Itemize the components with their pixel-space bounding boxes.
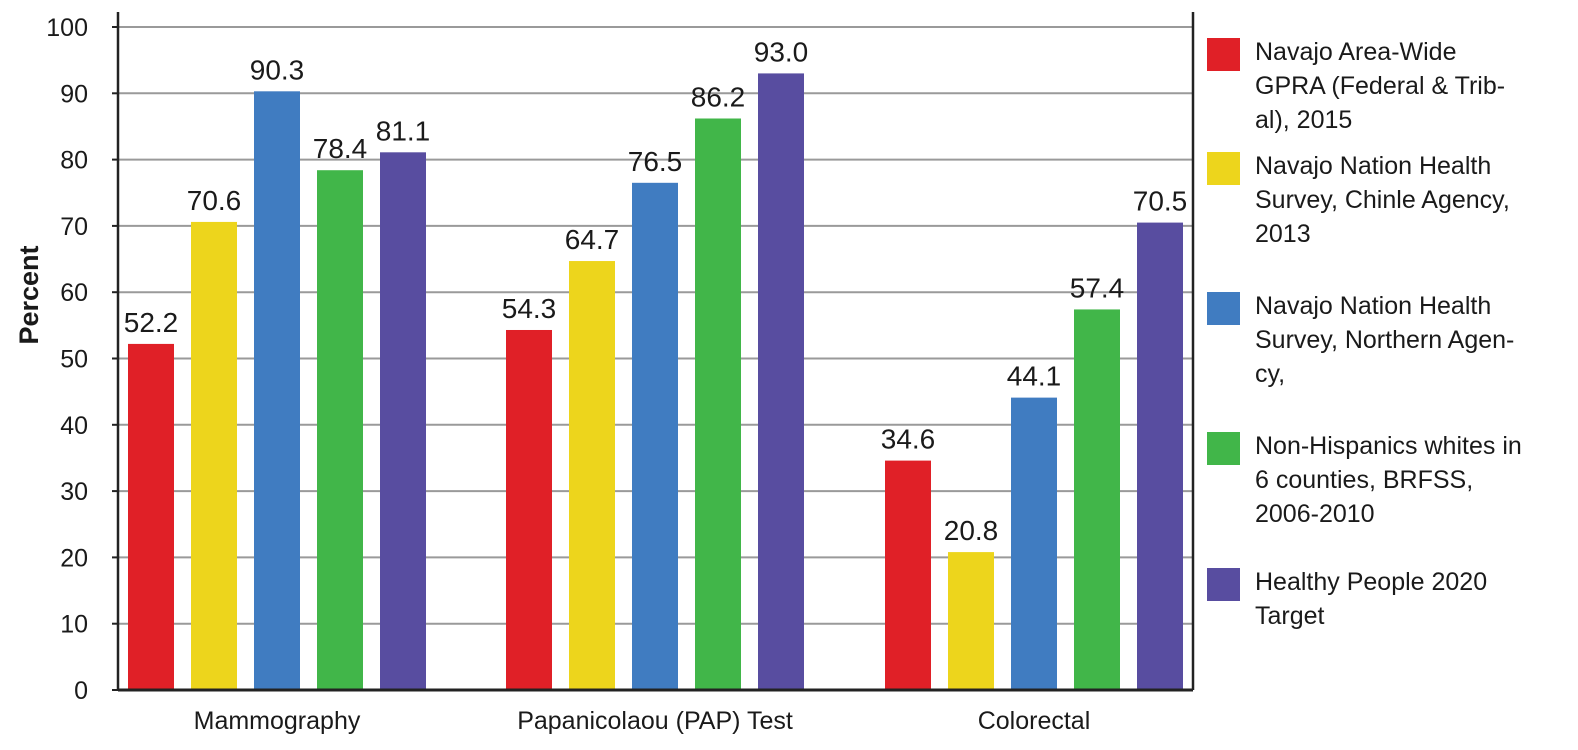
y-tick-label: 40 bbox=[60, 412, 88, 440]
bar bbox=[569, 261, 615, 690]
y-tick-label: 60 bbox=[60, 279, 88, 307]
legend-entry-line: Survey, Chinle Agency, bbox=[1255, 186, 1510, 214]
legend-entry-line: al), 2015 bbox=[1255, 106, 1352, 134]
bar-value-label: 70.6 bbox=[187, 185, 242, 216]
bar bbox=[885, 460, 931, 690]
legend-entry-line: Survey, Northern Agen- bbox=[1255, 326, 1514, 354]
legend-swatch bbox=[1207, 568, 1240, 601]
bar-value-label: 93.0 bbox=[754, 36, 809, 67]
legend-entry: Navajo Nation Health Survey, Chinle Agenc… bbox=[1255, 152, 1510, 248]
x-category-labels: Mammography Papanicolaou (PAP) Test Colore… bbox=[194, 707, 1091, 735]
bar-value-label: 78.4 bbox=[313, 133, 368, 164]
bar-value-label: 81.1 bbox=[376, 115, 431, 146]
y-tick-label: 0 bbox=[74, 677, 88, 705]
bar bbox=[695, 118, 741, 690]
legend-entry-line: Non-Hispanics whites in bbox=[1255, 432, 1522, 460]
bar-value-label: 90.3 bbox=[250, 54, 305, 85]
legend-entry-line: GPRA (Federal & Trib- bbox=[1255, 72, 1505, 100]
bar-value-label: 86.2 bbox=[691, 81, 746, 112]
legend-entry-line: 2006-2010 bbox=[1255, 500, 1375, 528]
y-tick-label: 90 bbox=[60, 80, 88, 108]
legend-entry-line: 6 counties, BRFSS, bbox=[1255, 466, 1473, 494]
legend-entry-line: Navajo Area-Wide bbox=[1255, 38, 1456, 66]
y-tick-label: 30 bbox=[60, 478, 88, 506]
bar bbox=[1137, 222, 1183, 690]
legend-entry-line: cy, bbox=[1255, 360, 1285, 388]
legend-entry: Non-Hispanics whites in 6 counties, BRFSS… bbox=[1255, 432, 1522, 528]
y-tick-label: 20 bbox=[60, 544, 88, 572]
y-tick-label: 100 bbox=[46, 14, 88, 42]
bar bbox=[1074, 309, 1120, 690]
y-tick-label: 70 bbox=[60, 213, 88, 241]
legend-entry-line: Healthy People 2020 bbox=[1255, 568, 1487, 596]
bar-value-label: 52.2 bbox=[124, 307, 179, 338]
bar bbox=[948, 552, 994, 690]
bar bbox=[506, 329, 552, 690]
legend: Navajo Area-Wide GPRA (Federal & Trib-al)… bbox=[1207, 38, 1522, 630]
bar-value-label: 44.1 bbox=[1007, 361, 1062, 392]
bar-value-label: 64.7 bbox=[565, 224, 620, 255]
y-tick-label: 10 bbox=[60, 611, 88, 639]
bar bbox=[254, 91, 300, 691]
legend-entry-line: Target bbox=[1255, 602, 1325, 630]
bar-value-label: 76.5 bbox=[628, 146, 683, 177]
legend-entry-line: 2013 bbox=[1255, 220, 1311, 248]
bars bbox=[128, 73, 1183, 691]
bar bbox=[758, 73, 804, 690]
legend-entry: Navajo Nation Health Survey, Northern Age… bbox=[1255, 292, 1514, 388]
bar-value-label: 57.4 bbox=[1070, 272, 1125, 303]
bar bbox=[632, 182, 678, 690]
bar-value-label: 20.8 bbox=[944, 515, 999, 546]
legend-swatch bbox=[1207, 432, 1240, 465]
legend-swatch bbox=[1207, 38, 1240, 71]
x-category-label: Mammography bbox=[194, 707, 361, 735]
bar-value-label: 54.3 bbox=[502, 293, 557, 324]
y-tick-label: 80 bbox=[60, 147, 88, 175]
y-tick-labels: 0 10 20 30 40 50 60 70 80 90 100 bbox=[46, 14, 88, 705]
x-category-label: Papanicolaou (PAP) Test bbox=[517, 707, 793, 735]
bar bbox=[128, 343, 174, 690]
bar bbox=[1011, 397, 1057, 690]
legend-entry: Navajo Area-Wide GPRA (Federal & Trib-al)… bbox=[1255, 38, 1505, 134]
y-tick-label: 50 bbox=[60, 346, 88, 374]
legend-swatch bbox=[1207, 152, 1240, 185]
legend-entry-line: Navajo Nation Health bbox=[1255, 292, 1491, 320]
axes bbox=[112, 12, 1195, 692]
bar bbox=[191, 221, 237, 690]
legend-entry-line: Navajo Nation Health bbox=[1255, 152, 1491, 180]
x-category-label: Colorectal bbox=[978, 707, 1091, 735]
bar bbox=[317, 170, 363, 690]
legend-swatch bbox=[1207, 292, 1240, 325]
bar-value-label: 70.5 bbox=[1133, 186, 1188, 217]
bar-value-label: 34.6 bbox=[881, 424, 936, 455]
legend-entry: Healthy People 2020 Target bbox=[1255, 568, 1487, 630]
bar bbox=[380, 152, 426, 690]
y-axis-label: Percent bbox=[14, 245, 44, 344]
data-labels: 52.2 70.6 90.3 78.4 81.1 54.3 64.7 76.5 86.2 93.0… bbox=[124, 36, 1188, 546]
